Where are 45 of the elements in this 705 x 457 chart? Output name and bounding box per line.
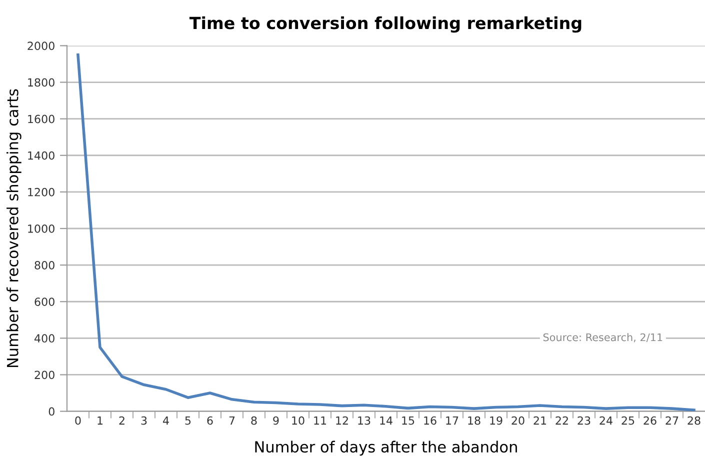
x-tick-label: 27	[666, 416, 678, 425]
x-tick-label: 16	[424, 416, 436, 425]
y-tick-label: 1800	[28, 78, 54, 87]
chart-title: Time to conversion following remarketing	[189, 16, 582, 33]
x-tick-label: 3	[141, 416, 147, 425]
x-tick-label: 13	[358, 416, 370, 425]
x-tick-label: 12	[336, 416, 348, 425]
x-tick-label: 11	[314, 416, 326, 425]
annotation: Source: Research, 2/11	[543, 333, 662, 342]
x-tick-label: 7	[229, 416, 235, 425]
x-tick-label: 28	[688, 416, 700, 425]
x-tick-label: 9	[273, 416, 279, 425]
x-tick-label: 5	[185, 416, 191, 425]
x-tick-label: 20	[512, 416, 524, 425]
x-tick-label: 19	[490, 416, 502, 425]
y-tick-label: 400	[34, 334, 54, 343]
y-axis-title: Number of recovered shopping carts	[6, 89, 22, 368]
x-tick-label: 15	[402, 416, 414, 425]
x-tick-label: 4	[162, 416, 169, 425]
x-tick-label: 22	[556, 416, 568, 425]
y-tick-label: 800	[34, 261, 54, 270]
x-tick-label: 25	[622, 416, 634, 425]
x-tick-label: 2	[119, 416, 124, 425]
y-tick-label: 600	[34, 298, 54, 306]
y-tick-label: 1600	[28, 114, 54, 124]
x-tick-label: 14	[380, 416, 392, 425]
line-series	[76, 53, 696, 412]
x-tick-label: 24	[600, 416, 612, 425]
y-tick-label: 2000	[28, 42, 54, 50]
x-tick-label: 1	[98, 416, 102, 425]
x-tick-label: 0	[75, 416, 81, 425]
y-tick-label: 1200	[28, 188, 54, 196]
x-tick-label: 21	[534, 416, 546, 425]
x-tick-label: 26	[644, 416, 656, 425]
y-tick-label: 1400	[28, 151, 54, 160]
x-tick-label: 8	[251, 416, 257, 425]
x-tick-label: 18	[468, 416, 480, 425]
y-tick-label: 0	[48, 407, 54, 416]
y-tick-label: 200	[34, 370, 54, 380]
x-tick-label: 23	[578, 416, 590, 425]
x-tick-label: 17	[446, 416, 458, 425]
x-tick-label: 6	[207, 416, 213, 425]
y-tick-label: 1000	[28, 224, 54, 233]
x-tick-label: 10	[292, 416, 304, 425]
x-axis-title: Number of days after the abandon	[255, 440, 517, 456]
